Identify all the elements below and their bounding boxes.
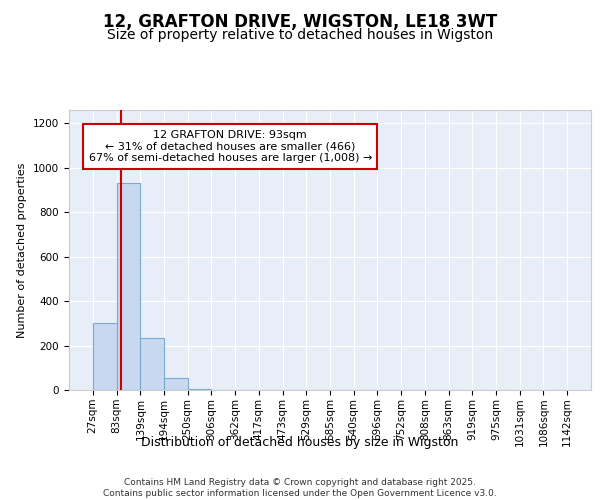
Text: 12, GRAFTON DRIVE, WIGSTON, LE18 3WT: 12, GRAFTON DRIVE, WIGSTON, LE18 3WT xyxy=(103,12,497,30)
Text: Contains HM Land Registry data © Crown copyright and database right 2025.
Contai: Contains HM Land Registry data © Crown c… xyxy=(103,478,497,498)
Text: Size of property relative to detached houses in Wigston: Size of property relative to detached ho… xyxy=(107,28,493,42)
Bar xyxy=(188,389,211,390)
Bar xyxy=(93,324,116,390)
Bar xyxy=(164,378,188,390)
Text: Distribution of detached houses by size in Wigston: Distribution of detached houses by size … xyxy=(142,436,458,449)
Text: 12 GRAFTON DRIVE: 93sqm
← 31% of detached houses are smaller (466)
67% of semi-d: 12 GRAFTON DRIVE: 93sqm ← 31% of detache… xyxy=(89,130,372,163)
Y-axis label: Number of detached properties: Number of detached properties xyxy=(17,162,28,338)
Bar xyxy=(116,184,140,390)
Bar xyxy=(140,338,164,390)
